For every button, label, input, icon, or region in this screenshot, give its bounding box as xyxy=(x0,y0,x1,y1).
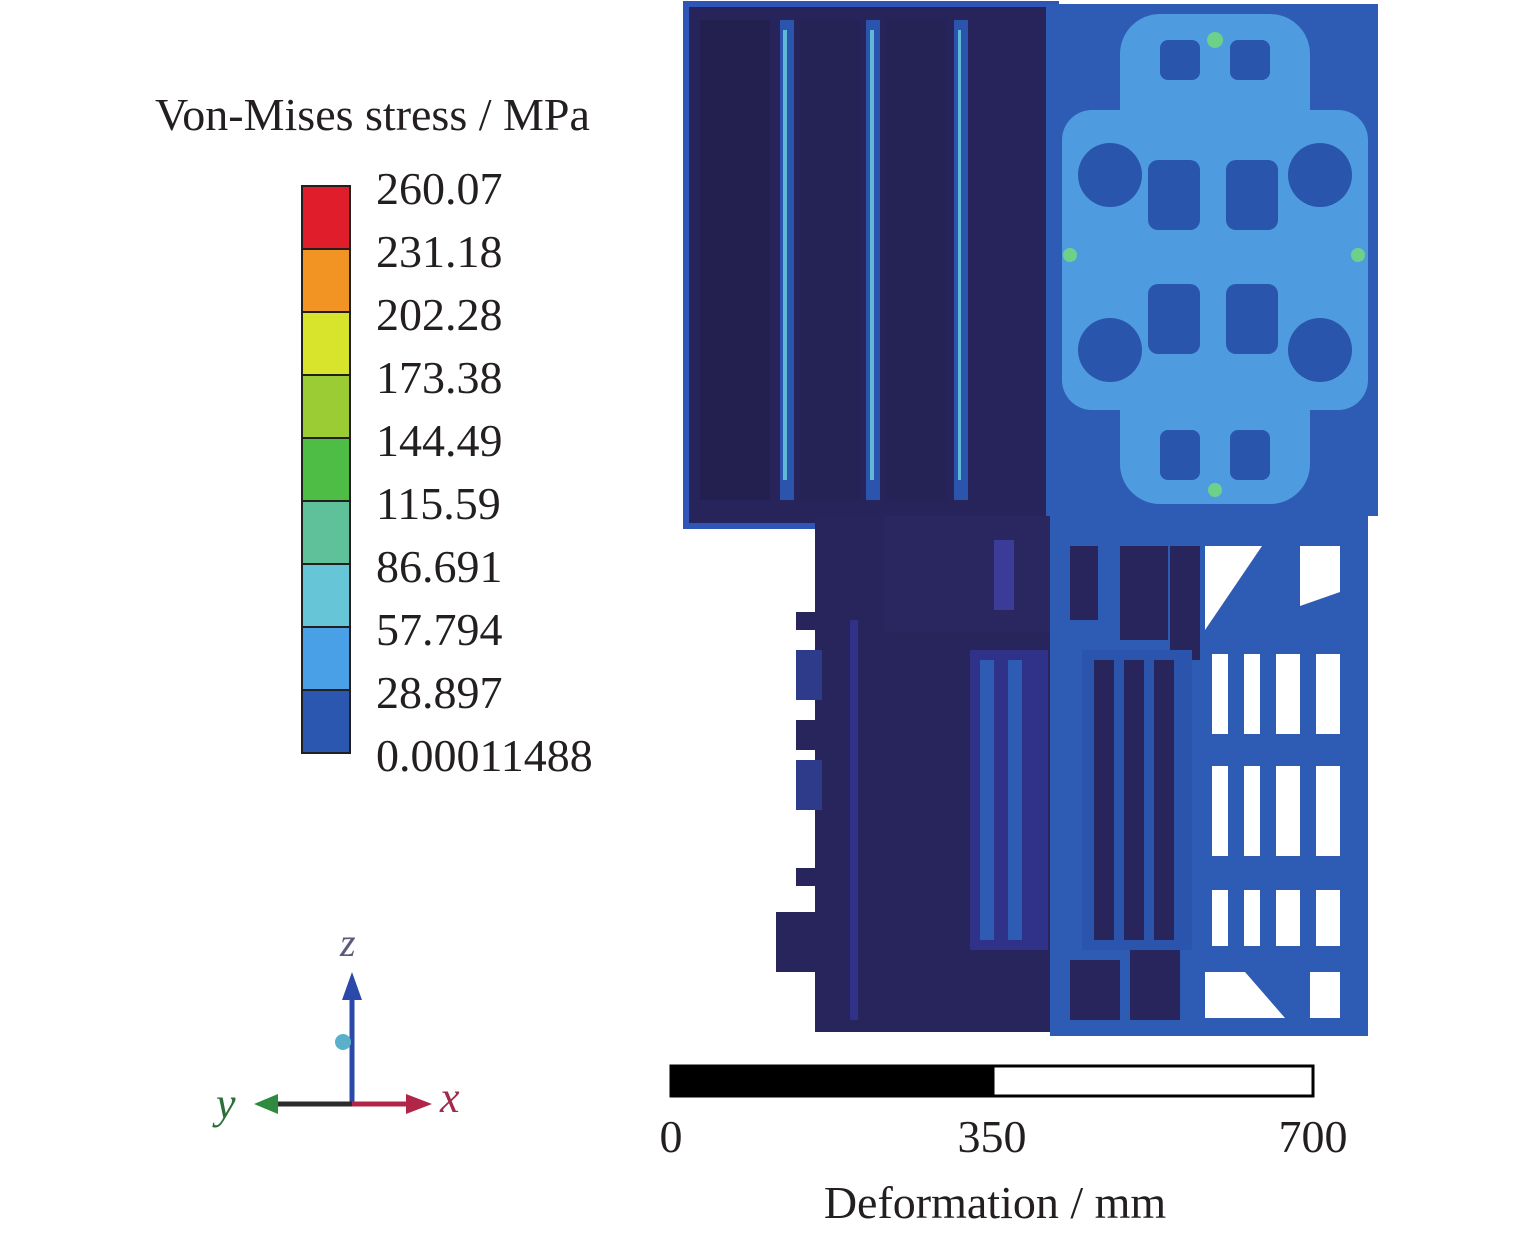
fe-model xyxy=(683,1,1378,1036)
scale-bar-black-segment xyxy=(671,1066,993,1096)
scale-tick-700: 700 xyxy=(1279,1111,1348,1162)
y-axis-label: y xyxy=(212,1079,236,1128)
scale-tick-350: 350 xyxy=(958,1111,1027,1162)
legend-band-3 xyxy=(301,374,351,439)
model-upper-right-plate xyxy=(1046,4,1378,516)
legend-color-bar xyxy=(301,185,351,754)
legend-level-label: 231.18 xyxy=(376,226,503,277)
legend-band-5 xyxy=(301,500,351,565)
scale-bar-outline xyxy=(669,1064,1315,1098)
axes-triad: z y x xyxy=(212,920,460,1128)
legend-band-8 xyxy=(301,689,351,754)
legend-level-labels: 260.07 231.18 202.28 173.38 144.49 115.59 86.6… xyxy=(376,163,593,781)
scale-bar-white-segment xyxy=(991,1064,1315,1098)
legend-band-2 xyxy=(301,311,351,376)
legend-band-6 xyxy=(301,563,351,628)
legend-level-label: 86.691 xyxy=(376,541,503,592)
legend-level-label: 260.07 xyxy=(376,163,503,214)
legend-level-label: 57.794 xyxy=(376,604,503,655)
z-axis-label: z xyxy=(339,920,356,965)
legend-level-label: 115.59 xyxy=(376,478,501,529)
x-axis-arrowhead xyxy=(406,1094,432,1114)
model-lower-right-grid xyxy=(1050,516,1368,1036)
legend-band-1 xyxy=(301,248,351,313)
legend-title: Von-Mises stress / MPa xyxy=(155,89,590,140)
y-axis-arrowhead xyxy=(254,1094,278,1114)
legend-level-label: 0.00011488 xyxy=(376,730,593,781)
legend-band-7 xyxy=(301,626,351,691)
viewpoint-sphere-icon xyxy=(335,1034,351,1050)
legend: Von-Mises stress / MPa 260.07 231.18 202.2… xyxy=(155,89,593,781)
legend-level-label: 173.38 xyxy=(376,352,503,403)
model-vertical-ribs xyxy=(700,20,1045,500)
legend-band-0 xyxy=(301,185,351,250)
legend-level-label: 144.49 xyxy=(376,415,503,466)
scale-bar: 0 350 700 Deformation / mm xyxy=(660,1064,1348,1228)
legend-band-4 xyxy=(301,437,351,502)
x-axis-label: x xyxy=(439,1073,460,1122)
legend-level-label: 28.897 xyxy=(376,667,503,718)
model-lower-block xyxy=(776,516,1055,1032)
legend-level-label: 202.28 xyxy=(376,289,503,340)
scale-bar-label: Deformation / mm xyxy=(824,1177,1167,1228)
z-axis-arrowhead xyxy=(342,972,362,1000)
scale-tick-0: 0 xyxy=(660,1111,683,1162)
